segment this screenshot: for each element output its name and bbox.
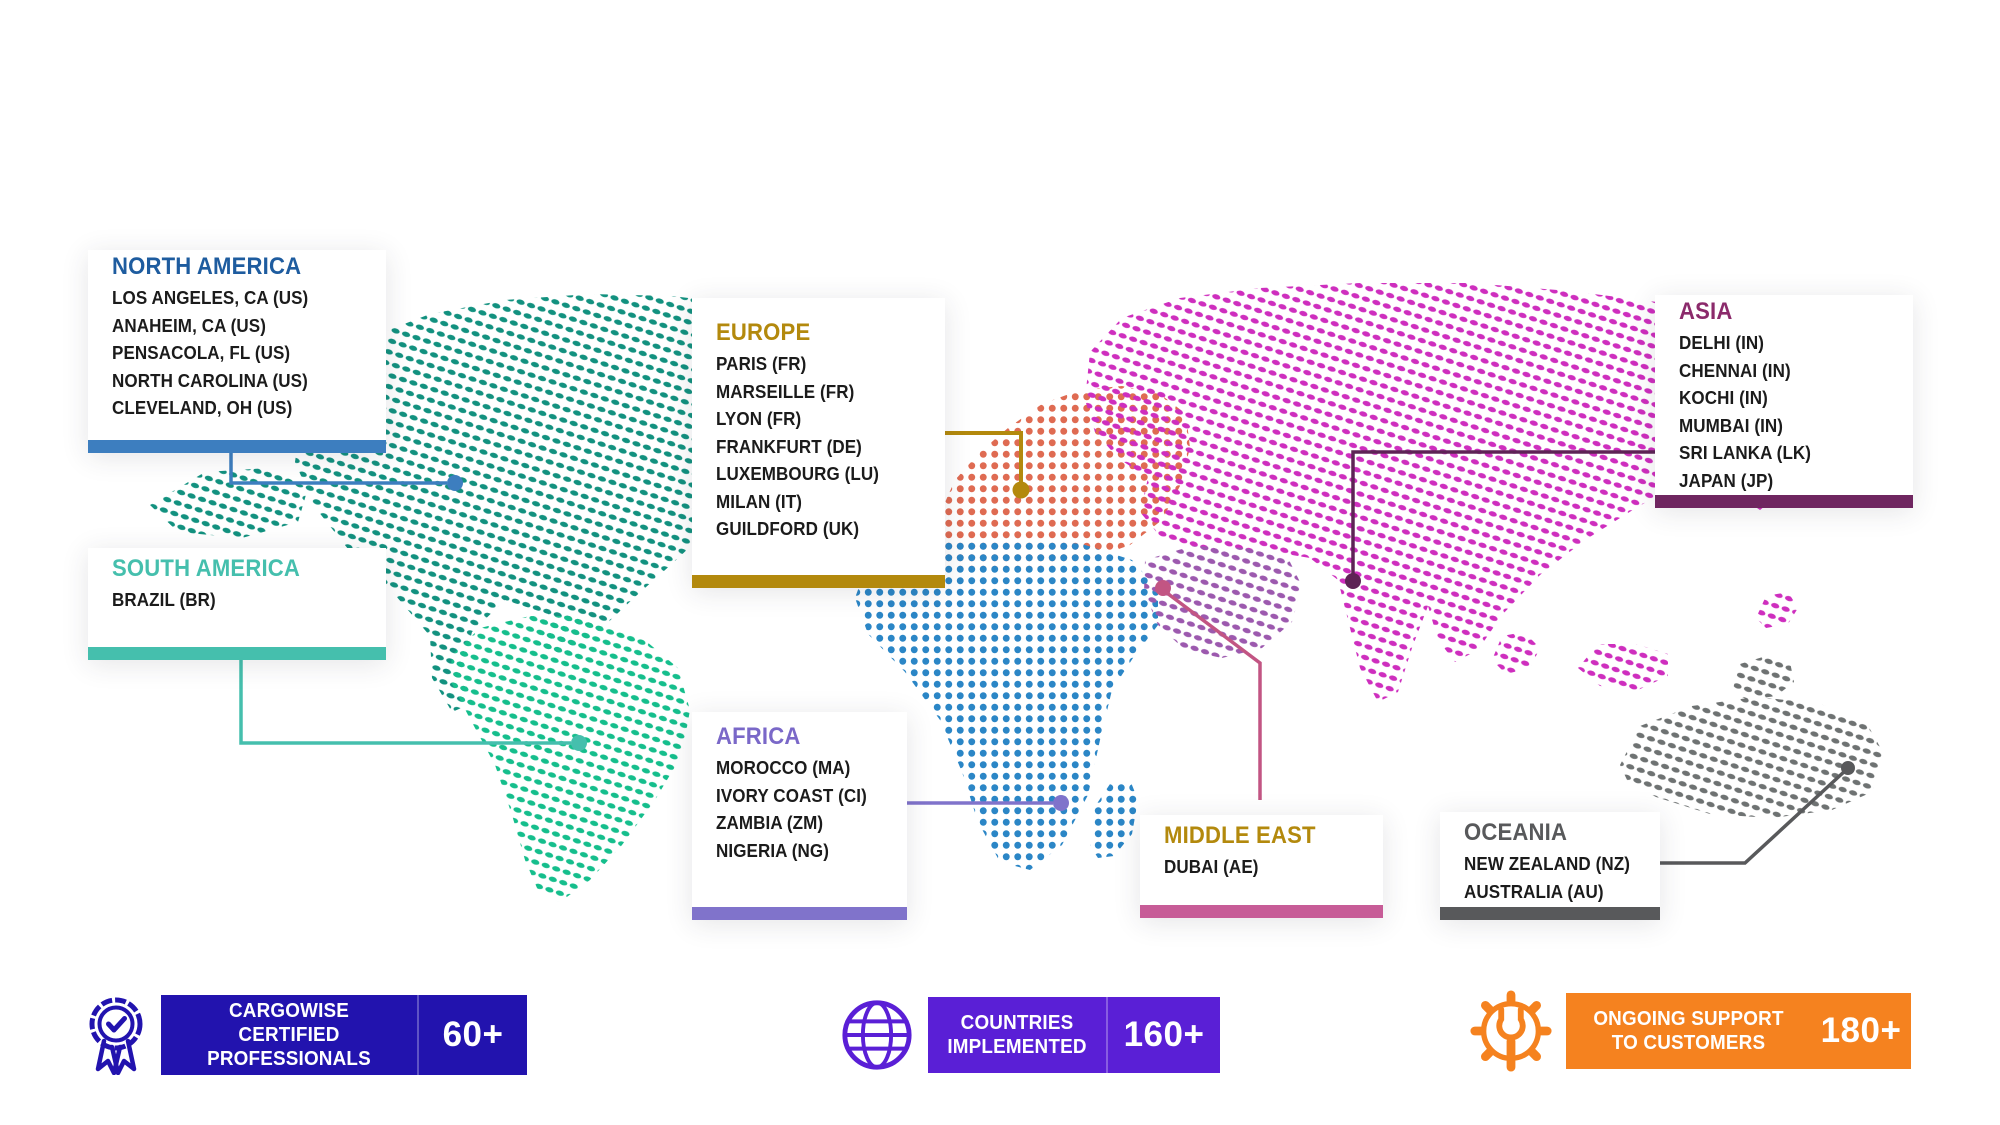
map-marker-asia	[1345, 573, 1361, 589]
region-accent-bar	[1140, 905, 1383, 918]
region-title: EUROPE	[716, 319, 811, 346]
region-location: MARSEILLE (FR)	[716, 380, 855, 402]
stat-label: ONGOING SUPPORT TO CUSTOMERS	[1593, 1006, 1784, 1054]
region-location: PENSACOLA, FL (US)	[112, 342, 291, 363]
map-marker-middle-east	[1155, 580, 1171, 596]
region-location: MUMBAI (IN)	[1679, 414, 1784, 436]
map-region-asia	[1578, 644, 1668, 690]
map-region-north-america	[150, 468, 308, 538]
region-title: OCEANIA	[1464, 819, 1568, 846]
gear-wrench-icon	[1468, 988, 1554, 1074]
region-location: NORTH CAROLINA (US)	[112, 369, 308, 391]
region-location: MOROCCO (MA)	[716, 757, 851, 778]
region-location: PARIS (FR)	[716, 353, 807, 374]
region-location: LYON (FR)	[716, 408, 802, 429]
map-region-middle-east	[1144, 546, 1302, 658]
map-connector-africa	[905, 795, 1069, 811]
region-location: ANAHEIM, CA (US)	[112, 314, 267, 336]
stat-pill: CARGOWISE CERTIFIED PROFESSIONALS 60+	[161, 995, 527, 1075]
map-region-oceania	[1620, 697, 1884, 818]
region-location: SRI LANKA (LK)	[1679, 442, 1812, 463]
region-title: NORTH AMERICA	[112, 253, 302, 280]
region-accent-bar	[692, 907, 907, 920]
region-title: AFRICA	[716, 723, 801, 750]
stat-badge-countries-implemented: COUNTRIES IMPLEMENTED 160+	[840, 997, 1220, 1073]
region-location: IVORY COAST (CI)	[716, 784, 867, 806]
map-connector-north-america	[229, 448, 463, 491]
award-ribbon-icon	[85, 995, 147, 1076]
stat-pill: ONGOING SUPPORT TO CUSTOMERS 180+	[1566, 993, 1911, 1069]
region-title: SOUTH AMERICA	[112, 555, 301, 582]
map-region-africa	[855, 538, 1158, 870]
region-location: CLEVELAND, OH (US)	[112, 397, 293, 418]
region-card-south-america: SOUTH AMERICA BRAZIL (BR)	[88, 548, 386, 660]
map-region-asia	[1085, 283, 1800, 702]
stat-badge-certified-professionals: CARGOWISE CERTIFIED PROFESSIONALS 60+	[85, 995, 527, 1076]
region-location: GUILDFORD (UK)	[716, 518, 860, 539]
region-location: LOS ANGELES, CA (US)	[112, 287, 309, 308]
region-title: ASIA	[1679, 298, 1733, 325]
region-card-asia: ASIA DELHI (IN) CHENNAI (IN) KOCHI (IN) MUMB…	[1655, 295, 1913, 508]
stat-label: CARGOWISE CERTIFIED PROFESSIONALS	[207, 998, 371, 1071]
map-marker-oceania	[1841, 761, 1855, 775]
map-connector-south-america	[239, 655, 587, 751]
map-connector-oceania	[1659, 761, 1855, 865]
region-card-europe: EUROPE PARIS (FR) MARSEILLE (FR) LYON (FR) F…	[692, 298, 945, 588]
stat-badge-ongoing-support: ONGOING SUPPORT TO CUSTOMERS 180+	[1468, 988, 1911, 1074]
region-accent-bar	[1655, 495, 1913, 508]
globe-icon	[840, 998, 914, 1072]
region-card-africa: AFRICA MOROCCO (MA) IVORY COAST (CI) ZAMBIA…	[692, 712, 907, 920]
map-marker-europe	[1012, 481, 1030, 499]
region-title: MIDDLE EAST	[1164, 822, 1316, 849]
map-region-asia	[1492, 632, 1540, 674]
region-accent-bar	[88, 647, 386, 660]
map-connector-middle-east	[1155, 580, 1262, 800]
region-accent-bar	[1440, 907, 1660, 920]
region-location: KOCHI (IN)	[1679, 387, 1768, 408]
map-connector-asia	[1345, 450, 1657, 589]
region-card-middle-east: MIDDLE EAST DUBAI (AE)	[1140, 815, 1383, 918]
region-location: AUSTRALIA (AU)	[1464, 880, 1604, 902]
stat-value: 60+	[417, 995, 527, 1075]
region-location: DUBAI (AE)	[1164, 856, 1259, 877]
map-connector-europe	[943, 431, 1030, 499]
region-location: DELHI (IN)	[1679, 332, 1765, 353]
region-location: BRAZIL (BR)	[112, 589, 216, 610]
stat-value: 180+	[1820, 1011, 1902, 1050]
map-region-africa	[1090, 780, 1138, 858]
map-marker-africa	[1053, 795, 1069, 811]
map-marker-north-america	[447, 475, 463, 491]
region-card-north-america: NORTH AMERICA LOS ANGELES, CA (US) ANAHEIM…	[88, 250, 386, 453]
stat-label: COUNTRIES IMPLEMENTED	[947, 1010, 1087, 1058]
region-location: FRANKFURT (DE)	[716, 435, 862, 457]
map-marker-south-america	[571, 735, 587, 751]
region-accent-bar	[88, 440, 386, 453]
region-location: LUXEMBOURG (LU)	[716, 463, 880, 484]
stat-value: 160+	[1106, 997, 1220, 1073]
region-accent-bar	[692, 575, 945, 588]
stat-pill: COUNTRIES IMPLEMENTED 160+	[928, 997, 1220, 1073]
region-location: NEW ZEALAND (NZ)	[1464, 853, 1630, 874]
map-region-oceania	[1732, 656, 1794, 700]
region-location: NIGERIA (NG)	[716, 839, 830, 861]
region-location: MILAN (IT)	[716, 490, 803, 512]
map-region-asia	[1756, 592, 1798, 628]
region-location: JAPAN (JP)	[1679, 469, 1774, 491]
region-location: CHENNAI (IN)	[1679, 359, 1791, 381]
region-card-oceania: OCEANIA NEW ZEALAND (NZ) AUSTRALIA (AU)	[1440, 812, 1660, 920]
region-location: ZAMBIA (ZM)	[716, 812, 824, 833]
map-region-south-america	[450, 616, 690, 902]
